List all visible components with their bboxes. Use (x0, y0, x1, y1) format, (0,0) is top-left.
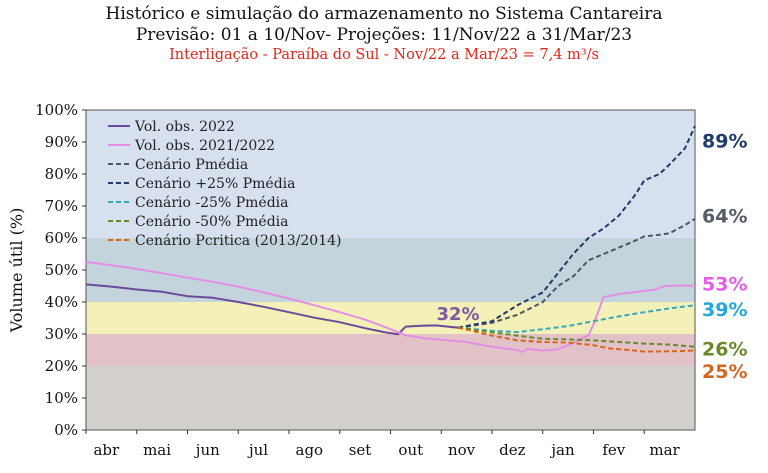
x-tick-label: set (349, 441, 372, 459)
end-value-label-3: 39% (702, 299, 747, 321)
series-line-0 (85, 283, 459, 336)
y-tick-label: 80% (45, 165, 78, 183)
series-line-3 (457, 125, 696, 329)
end-value-label-2: 53% (702, 273, 747, 295)
chart-subtitle: Previsão: 01 a 10/Nov- Projeções: 11/Nov… (135, 25, 633, 45)
band-1 (86, 334, 695, 366)
x-tick-label: jul (247, 441, 268, 459)
annotation-label: 32% (436, 304, 479, 325)
y-tick-label: 60% (45, 229, 78, 247)
y-tick-label: 0% (54, 421, 78, 439)
y-tick-label: 90% (45, 133, 78, 151)
end-value-label-5: 25% (702, 361, 747, 383)
band-4 (86, 110, 695, 238)
series-line-2 (457, 217, 696, 329)
legend-label-4: Cenário -25% Pmédia (135, 195, 288, 211)
y-tick-label: 70% (45, 197, 78, 215)
x-tick-label: jan (549, 441, 575, 459)
end-value-label-4: 26% (702, 338, 747, 360)
end-value-label-0: 89% (702, 130, 747, 152)
x-tick-label: out (398, 441, 423, 459)
series-line-6 (457, 326, 696, 353)
legend-label-0: Vol. obs. 2022 (134, 119, 235, 135)
x-tick-label: fev (602, 441, 625, 459)
y-tick-label: 50% (45, 261, 78, 279)
legend-label-6: Cenário Pcritica (2013/2014) (135, 233, 341, 249)
series-line-5 (457, 326, 696, 348)
series-line-1 (85, 261, 696, 353)
legend-label-5: Cenário -50% Pmédia (135, 214, 288, 230)
legend-label-1: Vol. obs. 2021/2022 (134, 138, 275, 154)
end-value-label-1: 64% (702, 206, 747, 228)
band-0 (86, 366, 695, 430)
x-tick-label: jun (194, 441, 220, 459)
x-tick-label: abr (93, 441, 120, 459)
legend-label-3: Cenário +25% Pmédia (135, 176, 295, 192)
chart-title: Histórico e simulação do armazenamento n… (105, 4, 663, 24)
chart-note: Interligação - Paraíba do Sul - Nov/22 a… (169, 47, 599, 63)
y-tick-label: 30% (45, 325, 78, 343)
y-tick-label: 10% (45, 389, 78, 407)
x-tick-label: dez (499, 441, 525, 459)
x-tick-label: nov (448, 441, 476, 459)
legend-label-2: Cenário Pmédia (135, 157, 248, 173)
x-tick-label: mar (649, 441, 680, 459)
series-line-4 (457, 304, 696, 334)
band-3 (86, 238, 695, 302)
y-tick-label: 40% (45, 293, 78, 311)
x-tick-label: ago (296, 441, 324, 459)
y-tick-label: 20% (45, 357, 78, 375)
y-tick-label: 100% (35, 101, 78, 119)
y-axis-label: Volume útil (%) (7, 208, 26, 334)
x-tick-label: mai (143, 441, 171, 459)
